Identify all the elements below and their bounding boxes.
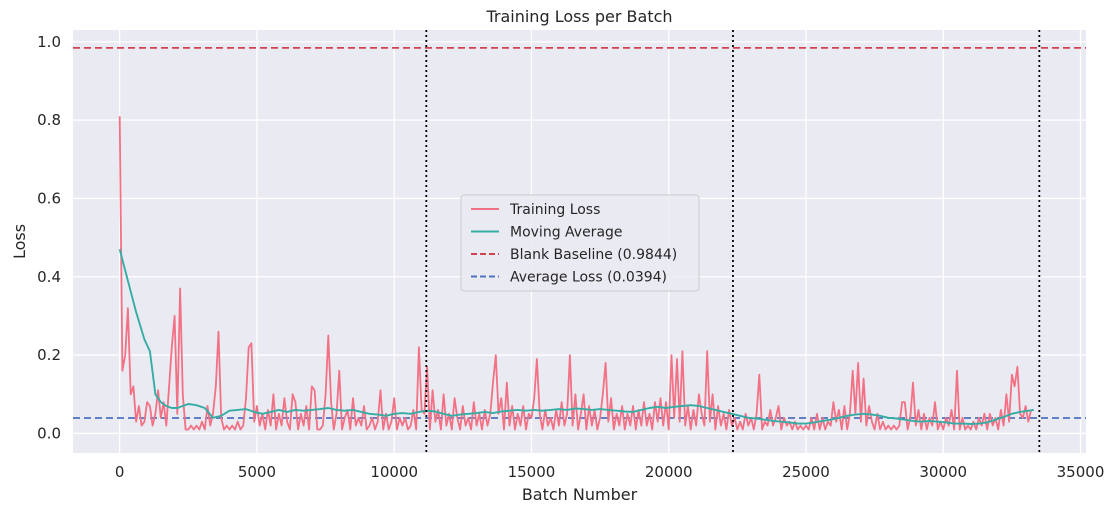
x-tick-label: 10000 [370, 463, 418, 481]
x-tick-label: 20000 [645, 463, 693, 481]
y-tick-label: 1.0 [37, 33, 61, 51]
chart-title: Training Loss per Batch [485, 7, 672, 26]
x-tick-label: 15000 [508, 463, 556, 481]
y-tick-label: 0.8 [37, 111, 61, 129]
legend-label: Moving Average [510, 225, 623, 241]
x-tick-label: 0 [115, 463, 125, 481]
x-tick-label: 25000 [782, 463, 830, 481]
legend-label: Blank Baseline (0.9844) [510, 247, 677, 263]
y-axis-label: Loss [10, 224, 29, 259]
legend-label: Training Loss [509, 202, 600, 218]
x-tick-label: 30000 [919, 463, 967, 481]
y-tick-label: 0.0 [37, 424, 61, 442]
series-line-moving-average [118, 249, 1034, 425]
legend-label: Average Loss (0.0394) [510, 270, 667, 286]
x-tick-label: 5000 [238, 463, 276, 481]
series-line-training-loss [118, 116, 1032, 431]
chart-legend: Training Loss Moving Average Blank Baselin… [460, 194, 700, 292]
y-tick-label: 0.6 [37, 189, 61, 207]
y-tick-label: 0.2 [37, 346, 61, 364]
x-axis-label: Batch Number [522, 485, 638, 504]
y-tick-label: 0.4 [37, 268, 61, 286]
legend-box [460, 194, 700, 292]
x-tick-label: 35000 [1057, 463, 1105, 481]
